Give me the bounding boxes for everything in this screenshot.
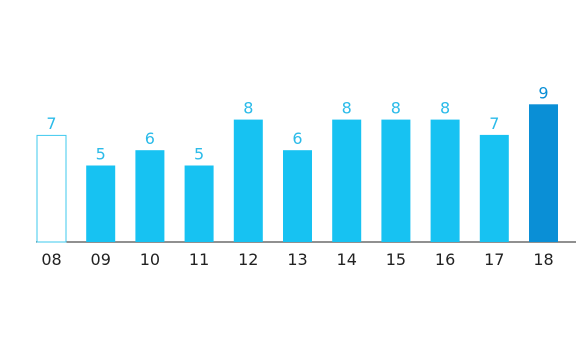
bar-11 (184, 165, 214, 242)
bar-16 (430, 119, 460, 242)
x-tick-label-15: 15 (386, 250, 406, 269)
value-label-12: 8 (243, 99, 253, 118)
value-labels-group: 7 5 6 5 8 6 8 8 8 7 9 (46, 83, 548, 163)
bar-13 (283, 150, 312, 242)
bar-09 (86, 165, 116, 242)
bar-17 (479, 134, 509, 242)
x-tick-label-17: 17 (484, 250, 504, 269)
value-label-13: 6 (292, 129, 302, 148)
bar-18 (529, 104, 558, 242)
value-label-10: 6 (145, 129, 155, 148)
value-label-11: 5 (194, 145, 204, 164)
value-label-14: 8 (342, 99, 352, 118)
x-tick-label-16: 16 (435, 250, 455, 269)
bar-08 (36, 134, 67, 243)
value-label-08: 7 (46, 114, 56, 133)
value-label-18: 9 (538, 83, 548, 102)
x-tick-label-13: 13 (287, 250, 307, 269)
x-tick-label-09: 09 (91, 250, 111, 269)
value-label-15: 8 (391, 99, 401, 118)
x-tick-label-10: 10 (140, 250, 160, 269)
value-label-09: 5 (96, 145, 106, 164)
x-tick-label-08: 08 (41, 250, 61, 269)
bar-12 (233, 119, 263, 242)
bar-10 (135, 150, 165, 242)
x-tick-label-12: 12 (238, 250, 258, 269)
x-tick-labels-group: 08 09 10 11 12 13 14 15 16 17 18 (41, 250, 553, 269)
bar-14 (332, 119, 362, 242)
bars-group (36, 104, 558, 243)
x-tick-label-11: 11 (189, 250, 209, 269)
value-label-16: 8 (440, 99, 450, 118)
x-tick-label-14: 14 (337, 250, 357, 269)
x-tick-label-18: 18 (533, 250, 553, 269)
value-label-17: 7 (489, 114, 499, 133)
bar-15 (381, 119, 411, 242)
